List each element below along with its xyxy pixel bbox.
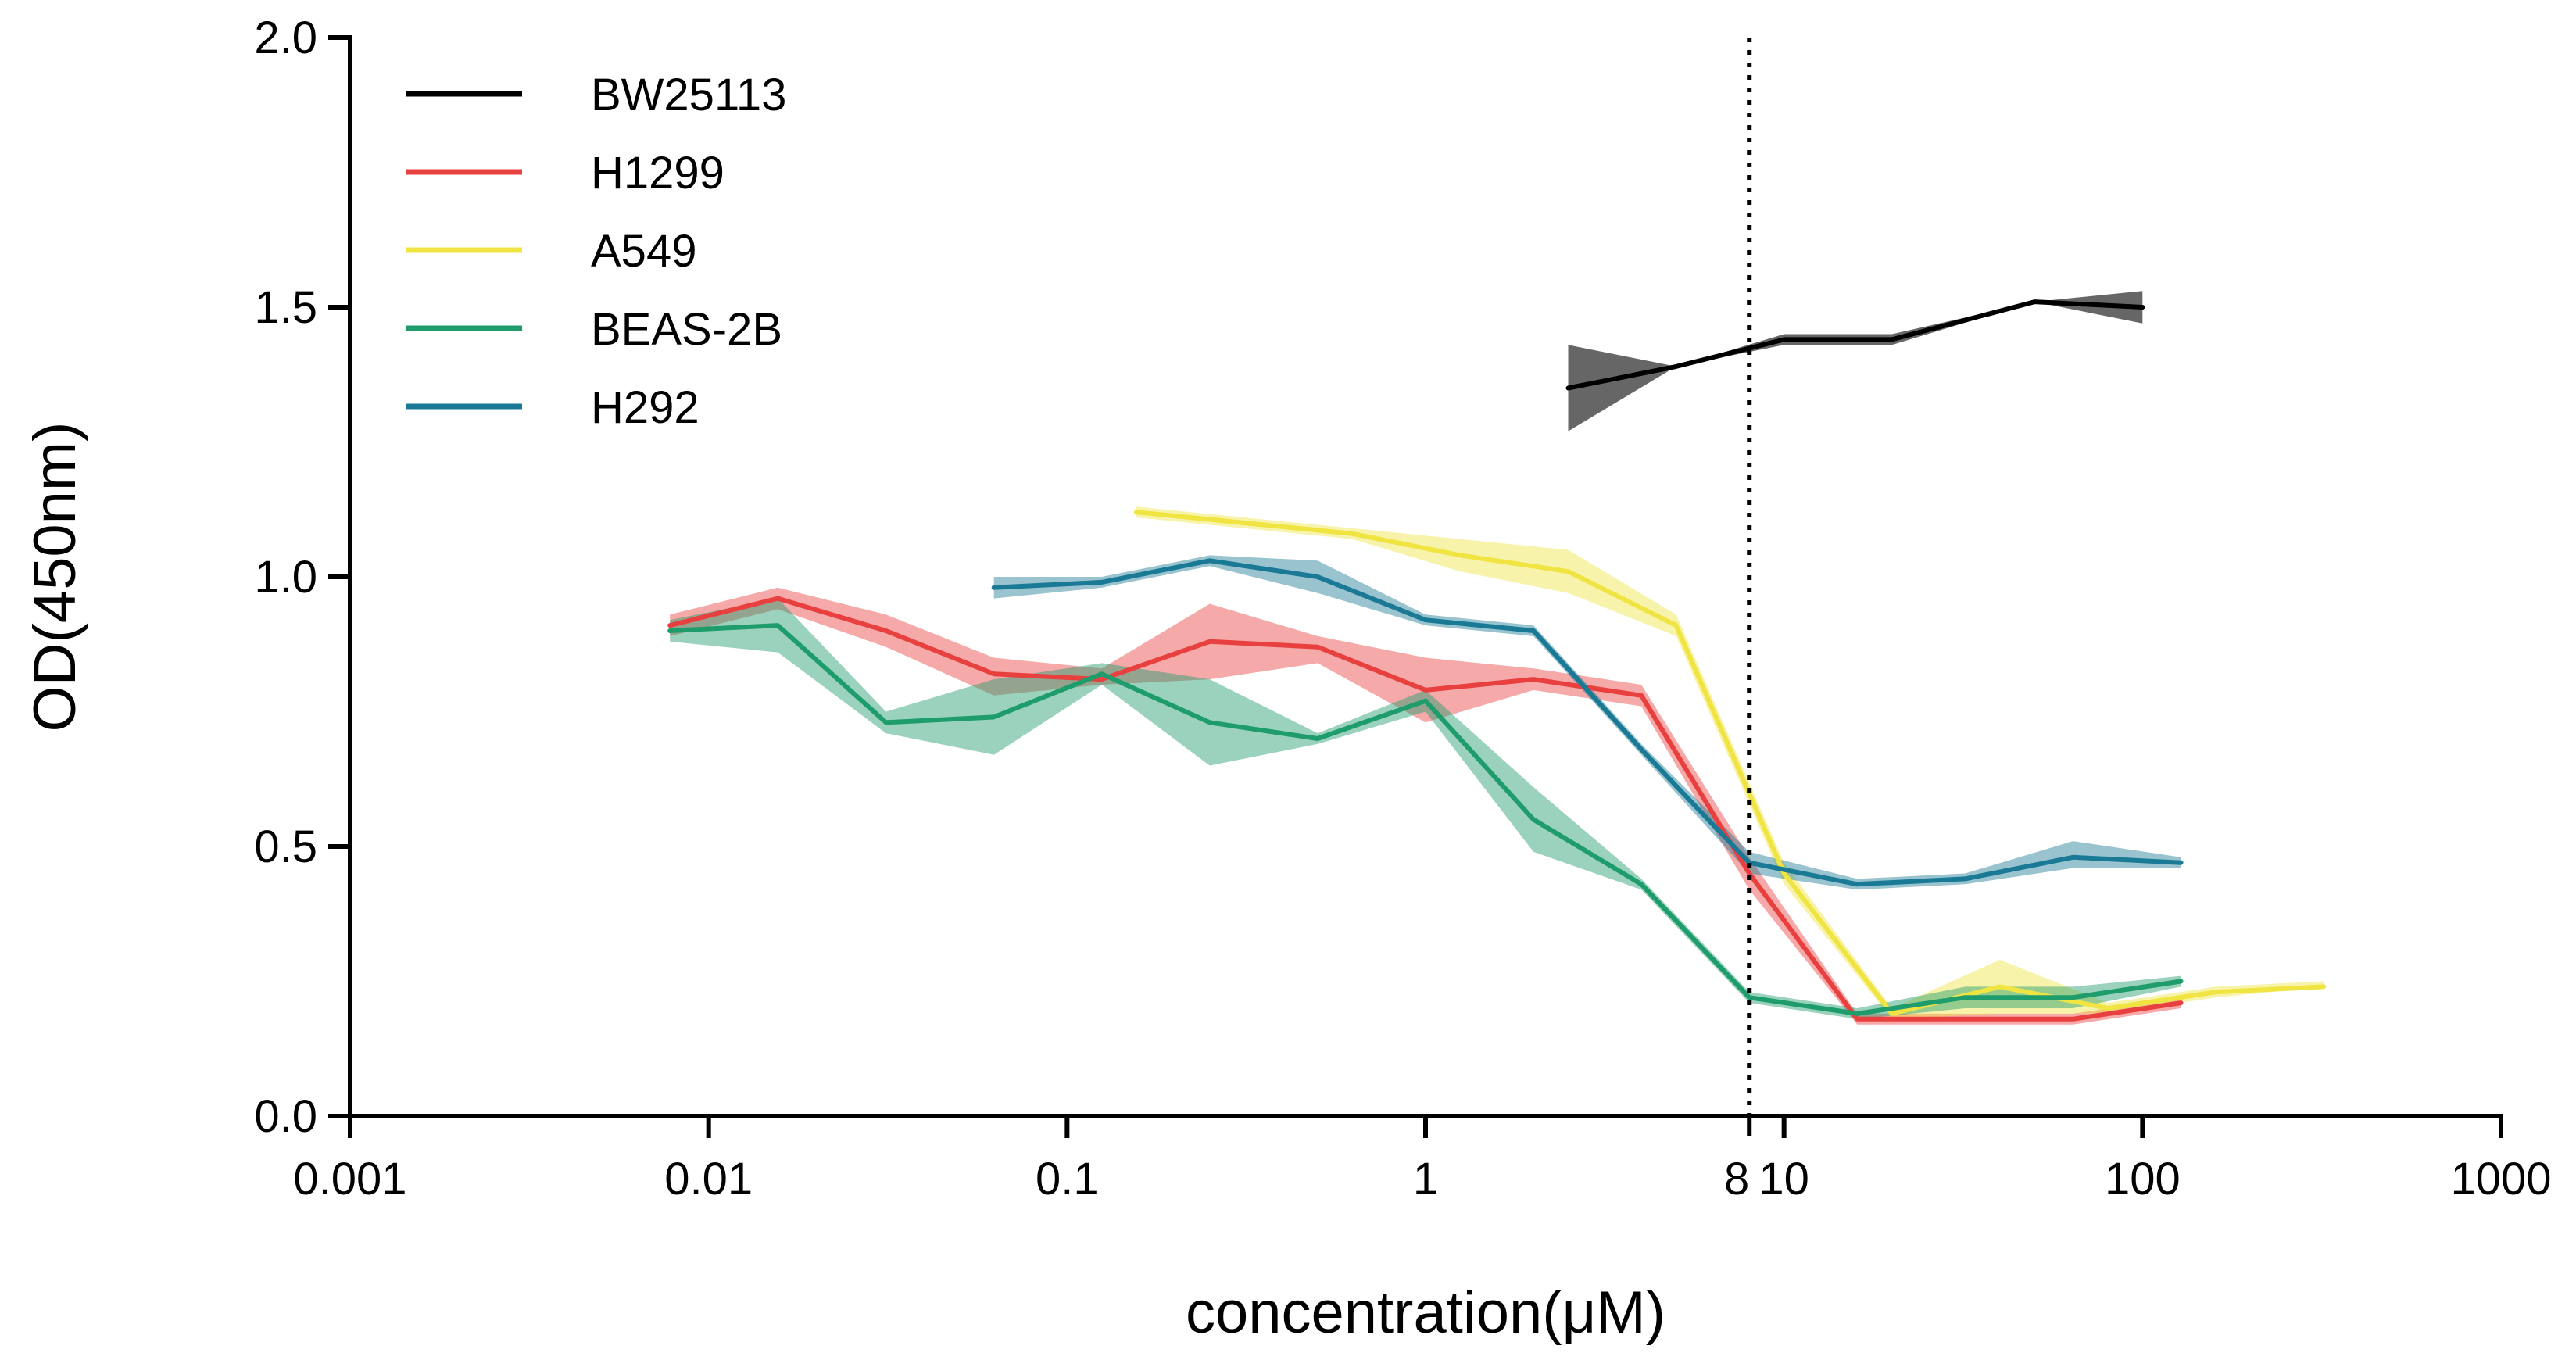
x-tick-label: 1000 [2450, 1154, 2551, 1204]
legend-label-beas-2b: BEAS-2B [591, 304, 782, 355]
band-beas-2b [670, 598, 2181, 1019]
y-axis-title: OD(450nm) [22, 422, 88, 732]
confidence-bands [670, 291, 2324, 1025]
legend-label-a549: A549 [591, 226, 696, 277]
line-a549 [1133, 510, 2326, 1016]
x-tick-label: 0.01 [664, 1154, 753, 1204]
axes: 0.0 0.5 1.0 1.5 2.0 0.001 0.01 0.1 1 10 100 1000 con… [22, 13, 2552, 1346]
x-tick-label: 0.001 [293, 1154, 406, 1204]
line-h1299 [667, 596, 2184, 1022]
x-tick-label: 10 [1758, 1154, 1809, 1204]
legend-label-bw25113: BW25113 [591, 70, 786, 120]
y-tick-label: 2.0 [254, 13, 317, 63]
band-h292 [993, 555, 2181, 890]
x-axis-title: concentration(μM) [1186, 1279, 1665, 1346]
legend-label-h292: H292 [591, 382, 699, 433]
band-bw25113 [1568, 291, 2143, 431]
series-lines [667, 299, 2326, 1022]
band-h1299 [670, 587, 2181, 1025]
x-tick-label: 0.1 [1036, 1154, 1099, 1204]
legend-label-h1299: H1299 [591, 148, 724, 199]
x-tick-label: 1 [1413, 1154, 1438, 1204]
line-h292 [991, 558, 2184, 887]
y-tick-label: 0.0 [254, 1091, 317, 1142]
x-tick-label: 100 [2105, 1154, 2181, 1204]
reference-tick-label: 8 [1724, 1154, 1749, 1204]
y-tick-label: 0.5 [254, 821, 317, 872]
line-bw25113 [1565, 299, 2145, 391]
y-tick-label: 1.0 [254, 552, 317, 603]
reference-line-group: 8 [1724, 38, 1752, 1204]
y-tick-label: 1.5 [254, 282, 317, 333]
line-beas-2b [667, 623, 2184, 1016]
legend: BW25113 H1299 A549 BEAS-2B H292 [406, 70, 786, 433]
